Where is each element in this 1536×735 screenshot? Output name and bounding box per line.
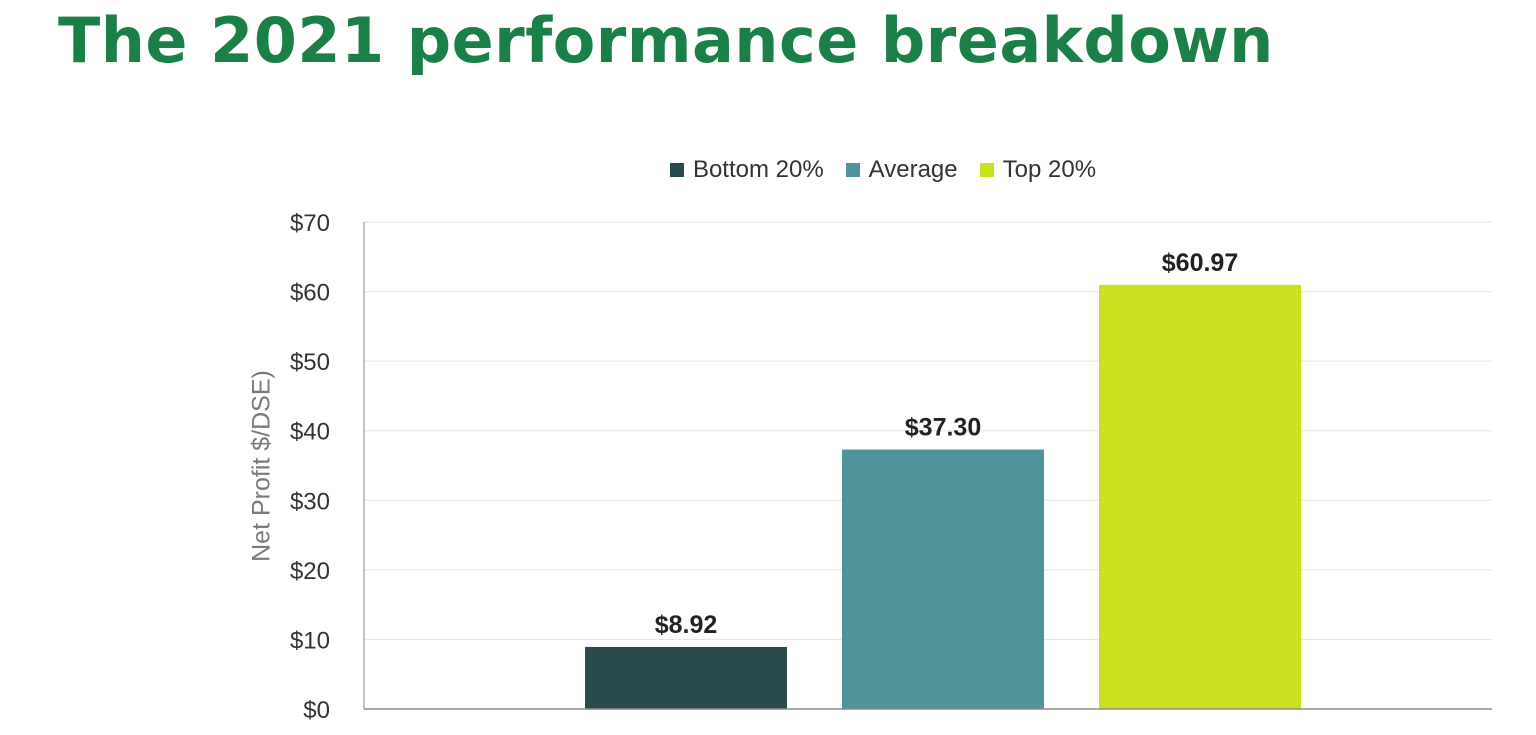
legend-label-top-20: Top 20% [1002, 156, 1097, 183]
bar-average [842, 449, 1044, 709]
legend-label-average: Average [868, 156, 958, 183]
y-tick-label: $50 [290, 349, 330, 376]
legend-item-average: Average [845, 156, 958, 184]
legend-swatch-average [845, 163, 860, 177]
data-labels: $8.92 $37.30 $60.97 [655, 249, 1239, 639]
legend-swatch-top-20 [979, 163, 994, 177]
legend-swatch-bottom-20 [669, 163, 684, 177]
data-label: $60.97 [1162, 249, 1238, 277]
bar-top-20 [1099, 284, 1301, 709]
y-tick-label: $60 [290, 280, 330, 307]
y-tick-label: $40 [290, 419, 330, 446]
legend-label-bottom-20: Bottom 20% [692, 156, 824, 183]
y-tick-label: $0 [303, 697, 330, 724]
y-axis-ticks: $0 $10 $20 $30 $40 $50 $60 $70 [290, 210, 330, 724]
legend-item-top-20: Top 20% [979, 156, 1097, 184]
y-tick-label: $30 [290, 488, 330, 515]
chart-legend: Bottom 20% Average Top 20% [0, 156, 1536, 184]
legend-item-bottom-20: Bottom 20% [669, 156, 824, 184]
data-label: $37.30 [905, 413, 981, 441]
y-tick-label: $70 [290, 210, 330, 237]
bars [585, 284, 1301, 709]
bar-bottom-20 [585, 646, 787, 709]
y-tick-label: $10 [290, 627, 330, 654]
y-tick-label: $20 [290, 558, 330, 585]
data-label: $8.92 [655, 611, 718, 639]
page-title: The 2021 performance breakdown [58, 4, 1274, 77]
